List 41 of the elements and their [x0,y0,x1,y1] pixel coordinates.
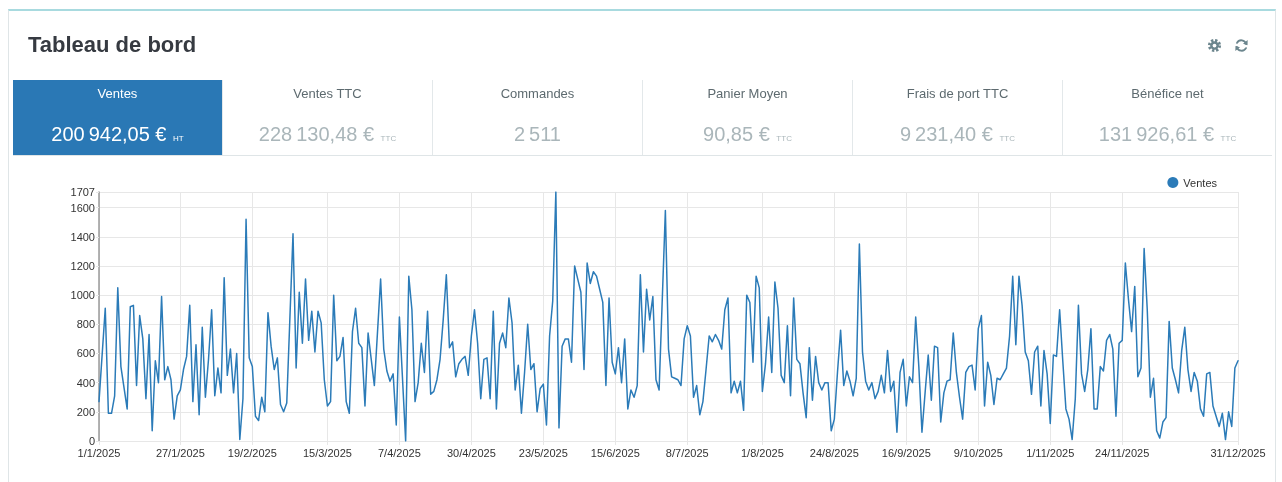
category-label: Ventes [96,86,139,102]
category-label: Frais de port TTC [905,86,1010,102]
category-label: Commandes [499,86,576,102]
x-tick-label: 1/8/2025 [740,446,784,459]
y-tick-label: 1707 [70,186,95,198]
y-tick-label: 400 [76,376,95,389]
category-label: Bénéfice net [1130,86,1205,102]
y-tick-label: 1400 [70,230,95,243]
category-label: Panier Moyen [706,86,789,102]
y-tick-label: 1000 [70,289,95,302]
x-tick-label: 1/11/2025 [1026,446,1075,459]
x-tick-label: 15/6/2025 [590,446,640,459]
x-tick-label: 24/11/2025 [1095,446,1150,459]
x-tick-label: 30/4/2025 [446,446,496,459]
y-tick-label: 200 [76,405,95,418]
text: 2 511 [513,123,561,145]
x-tick-label: 1/1/2025 [77,446,121,459]
x-tick-label: 23/5/2025 [518,446,568,459]
y-tick-label: 600 [76,347,95,360]
y-tick-label: 800 [76,318,95,331]
text: 90,85 € TTC [703,123,792,145]
category-label: Ventes TTC [292,86,363,102]
x-tick-label: 27/1/2025 [155,446,205,459]
x-tick-label: 7/4/2025 [377,446,421,459]
text: Tableau de bord [28,32,197,58]
text: 131 926,61 € TTC [1098,123,1237,145]
x-tick-label: 15/3/2025 [302,446,352,459]
y-tick-label: 1600 [70,201,95,214]
x-tick-label: 9/10/2025 [953,446,1003,459]
x-tick-label: 31/12/2025 [1210,446,1266,459]
text: 9 231,40 € TTC [899,123,1016,145]
x-tick-label: 19/2/2025 [227,446,277,459]
text: 200 942,05 € HT [51,123,184,145]
legend-label: Ventes [1183,176,1218,189]
x-tick-label: 16/9/2025 [881,446,931,459]
y-tick-label: 0 [88,435,95,447]
text: 228 130,48 € TTC [258,123,397,145]
x-tick-label: 8/7/2025 [665,446,709,459]
y-tick-label: 1200 [70,259,95,272]
x-tick-label: 24/8/2025 [809,446,859,459]
line-series [98,191,1239,442]
